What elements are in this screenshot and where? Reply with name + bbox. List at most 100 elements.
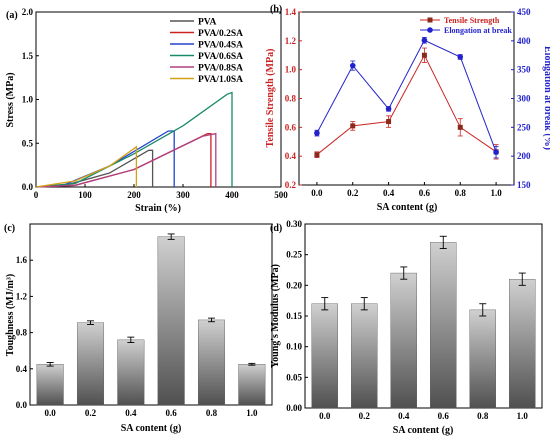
y-tick-label-left: 0.4 — [285, 151, 297, 161]
y-tick-label: 0.0 — [16, 400, 28, 410]
panel-label: (c) — [4, 223, 15, 234]
legend-label: PVA — [198, 18, 216, 28]
legend-label: Tensile Strength — [444, 16, 500, 25]
y-tick-label-left: 0.2 — [285, 180, 297, 190]
legend-marker — [427, 17, 433, 23]
y-tick-label: 0.10 — [286, 342, 302, 352]
y-tick-label-left: 1.0 — [285, 65, 297, 75]
data-point — [457, 124, 463, 130]
x-tick-label: 0.6 — [166, 408, 178, 418]
series-line — [35, 130, 175, 188]
plot-frame — [35, 11, 282, 188]
data-point — [457, 54, 464, 60]
y-axis-label: Stress (MPa) — [5, 72, 16, 127]
y-tick-label-right: 150 — [517, 180, 531, 190]
bar — [509, 279, 536, 409]
bar — [351, 303, 378, 409]
y-tick-label: 0.30 — [286, 219, 302, 229]
bar — [157, 236, 185, 406]
x-tick-label: 100 — [78, 190, 92, 200]
x-tick-label: 300 — [176, 190, 190, 200]
y-tick-label: 1.6 — [16, 255, 28, 265]
x-tick-label: 1.0 — [490, 188, 502, 198]
panel-label: (d) — [270, 223, 282, 234]
y-tick-label: 1.2 — [16, 291, 28, 301]
x-tick-label: 200 — [127, 190, 141, 200]
panel-c: (c) 0.0 0.4 0.8 1.2 1.6 0.0 0.2 0.4 0.6 0.8 1.0 SA… — [4, 223, 273, 434]
x-axis-label: SA content (g) — [377, 202, 438, 213]
y-tick-label: 2.0 — [22, 7, 34, 17]
bar — [469, 309, 496, 409]
x-tick-label: 500 — [274, 190, 288, 200]
plot-frame — [29, 223, 273, 406]
x-tick-label: 1.0 — [517, 411, 529, 421]
data-point — [493, 149, 499, 155]
y-axis-label: Toughness (MJ/m³) — [5, 274, 16, 356]
y-tick-label: 0.25 — [286, 250, 302, 260]
x-tick-label: 0.0 — [311, 188, 323, 198]
y-tick-label-left: 0.8 — [285, 94, 297, 104]
x-axis-label: SA content (g) — [393, 425, 454, 436]
plot-frame — [298, 11, 515, 186]
y-tick-label: 0.15 — [286, 311, 302, 321]
data-point — [386, 119, 392, 125]
x-tick-label: 0.8 — [477, 411, 489, 421]
x-tick-label: 0.4 — [125, 408, 137, 418]
y-tick-label-left: 1.4 — [285, 7, 297, 17]
y-tick-label-right: 250 — [517, 122, 531, 132]
y-tick-label-left: 0.6 — [285, 122, 297, 132]
bar — [76, 322, 105, 406]
y-tick-label-right: 200 — [517, 151, 531, 161]
y-axis-label-left: Tensile Strength (MPa) — [265, 49, 276, 148]
legend-marker — [427, 27, 433, 33]
series-line — [35, 132, 212, 188]
data-point — [314, 152, 320, 158]
y-tick-label: 0.00 — [286, 403, 302, 413]
y-tick-label: 0.0 — [22, 182, 34, 192]
y-tick-label: 1.0 — [22, 95, 34, 105]
legend-label: PVA/0.2SA — [198, 29, 243, 39]
series-line — [35, 145, 138, 188]
x-tick-label: 0.6 — [419, 188, 431, 198]
y-tick-label-right: 450 — [517, 7, 531, 17]
y-tick-label: 0.8 — [16, 328, 28, 338]
bar — [197, 319, 226, 406]
x-tick-label: 0.2 — [347, 188, 359, 198]
x-tick-label: 0.2 — [359, 411, 371, 421]
y-tick-label: 0.20 — [286, 280, 302, 290]
legend-label: PVA/0.4SA — [198, 41, 243, 51]
bar — [238, 364, 266, 406]
legend-label: Elongation at break — [444, 26, 512, 35]
y-tick-label: 0.4 — [16, 364, 28, 374]
panel-d: (d) 0.00 0.05 0.10 0.15 0.20 0.25 0.30 0.0 0.2 0.… — [270, 219, 543, 436]
series-line — [316, 54, 497, 156]
bar — [390, 272, 417, 409]
y-tick-label-left: 1.2 — [285, 36, 297, 46]
data-point — [314, 130, 320, 136]
y-axis-label: Young's Modulus (MPa) — [270, 264, 281, 368]
y-tick-label: 0.5 — [22, 138, 34, 148]
bar — [311, 303, 338, 409]
panel-label: (b) — [270, 4, 282, 15]
y-tick-label-right: 300 — [517, 94, 531, 104]
x-tick-label: 0.8 — [455, 188, 467, 198]
data-point — [349, 62, 356, 69]
x-tick-label: 0.6 — [438, 411, 450, 421]
x-tick-label: 0.8 — [206, 408, 218, 418]
series-line — [316, 39, 497, 153]
x-tick-label: 0.4 — [398, 411, 410, 421]
y-axis-label-right: Elongation at break (%) — [542, 46, 550, 150]
x-tick-label: 1.0 — [246, 408, 258, 418]
x-axis-label: SA content (g) — [121, 423, 182, 434]
y-tick-label: 1.5 — [22, 51, 34, 61]
y-tick-label: 0.05 — [286, 372, 302, 382]
legend-label: PVA/0.6SA — [198, 52, 243, 62]
data-point — [421, 37, 428, 44]
plot-frame — [304, 223, 543, 409]
data-point — [421, 52, 427, 58]
x-tick-label: 400 — [225, 190, 239, 200]
x-tick-label: 0.2 — [85, 408, 97, 418]
data-point — [350, 123, 356, 129]
